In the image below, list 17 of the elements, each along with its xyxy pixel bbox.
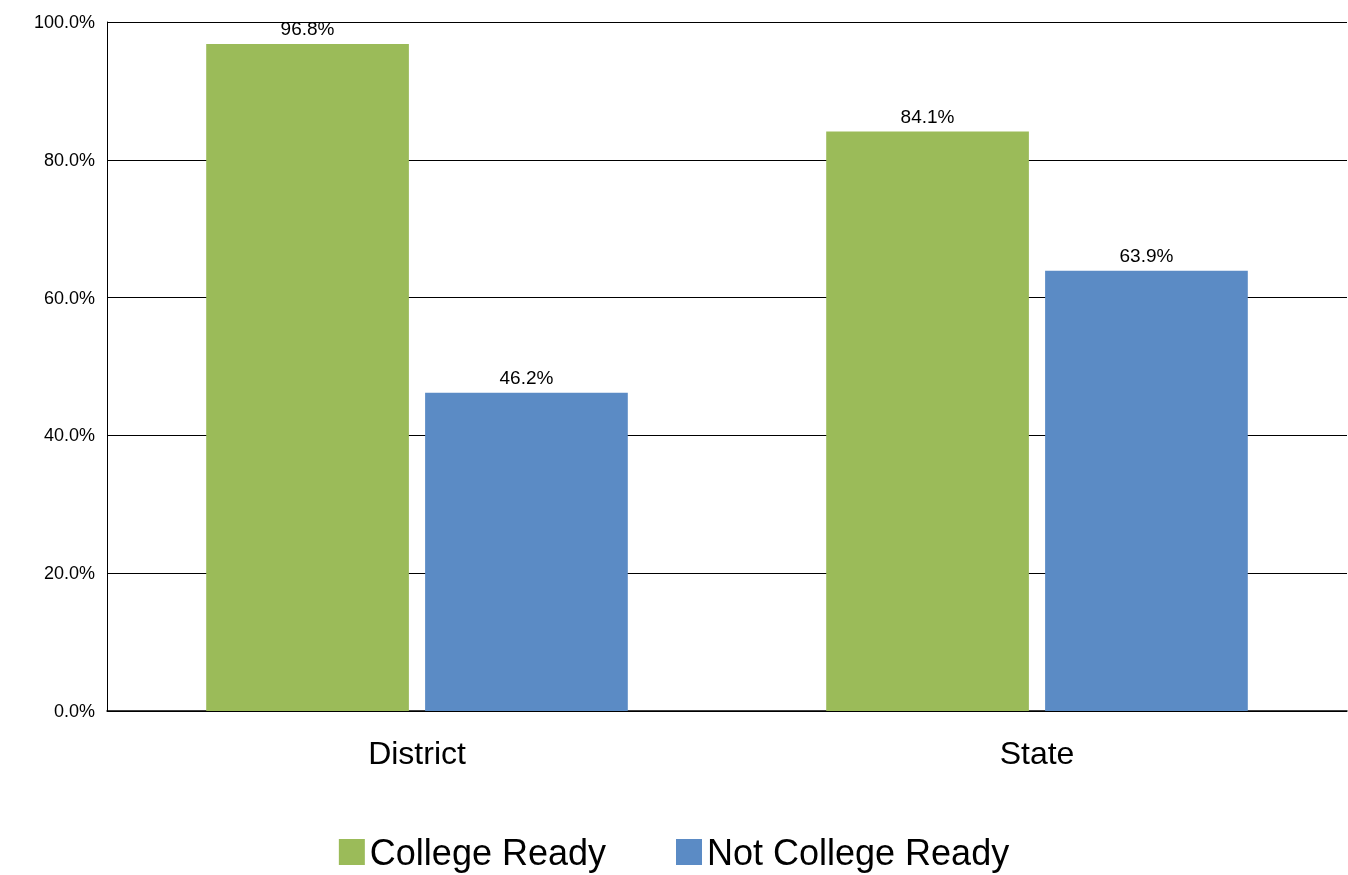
y-tick-label: 80.0% [43, 149, 95, 170]
bar [425, 392, 628, 711]
y-tick-label: 40.0% [43, 425, 95, 446]
bar [1045, 270, 1248, 711]
data-label: 46.2% [499, 366, 554, 388]
legend-label: Not College Ready [706, 831, 1010, 873]
y-tick-label: 0.0% [53, 701, 95, 721]
data-label: 84.1% [900, 105, 955, 127]
legend-label: College Ready [369, 831, 606, 873]
y-tick-label: 20.0% [43, 563, 95, 584]
x-tick-label: State [999, 735, 1075, 771]
y-tick-label: 100.0% [33, 12, 95, 32]
y-tick-label: 60.0% [43, 287, 95, 308]
data-label: 63.9% [1119, 244, 1174, 266]
bar [206, 44, 409, 711]
x-tick-label: District [368, 735, 466, 771]
bar [826, 131, 1029, 711]
